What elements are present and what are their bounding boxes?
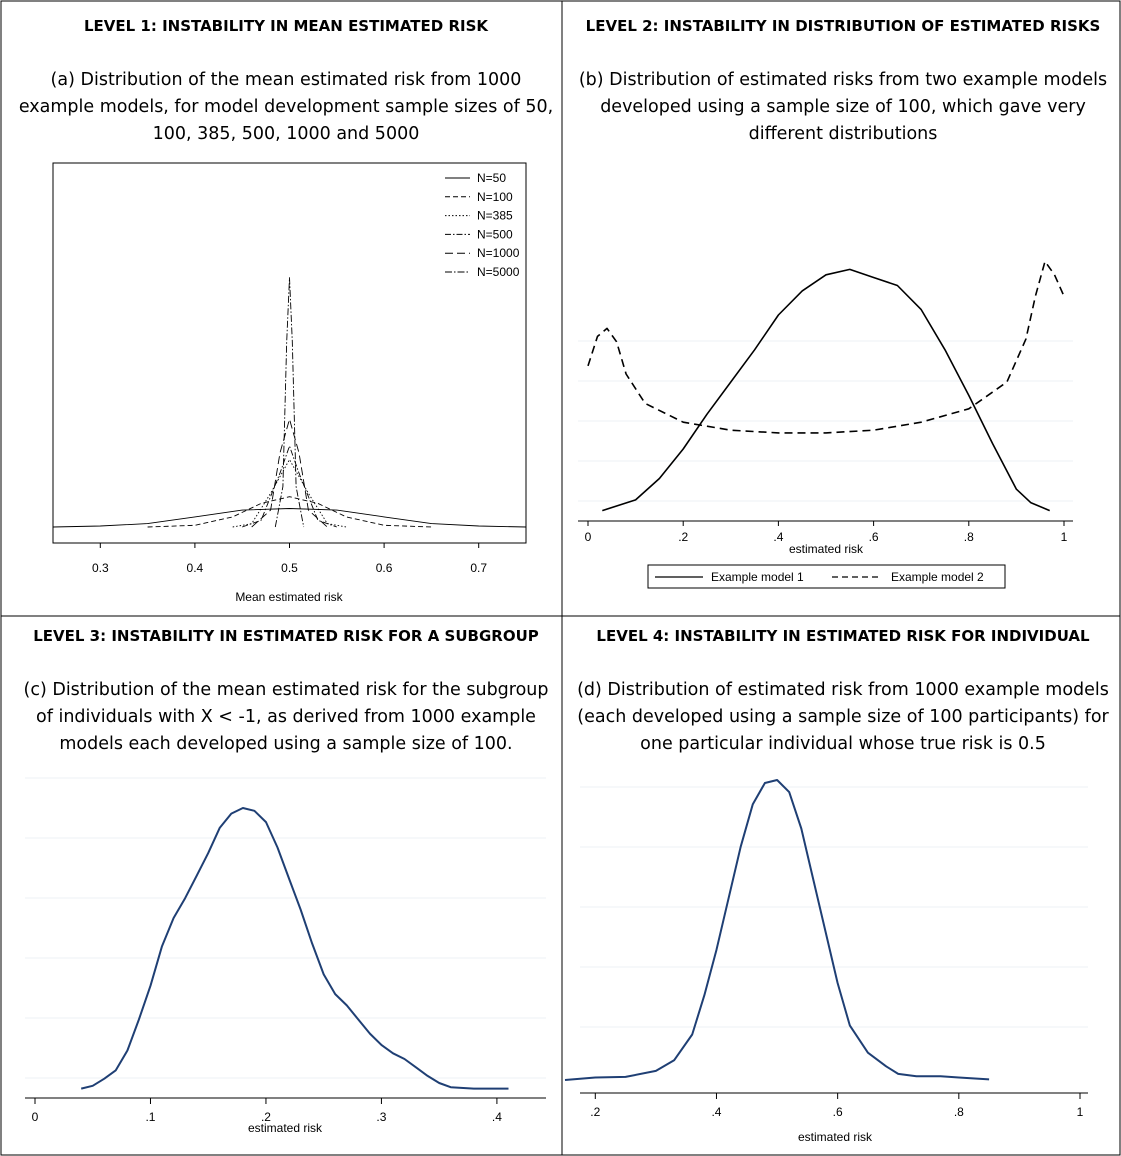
panel-a: LEVEL 1: INSTABILITY IN MEAN ESTIMATED R… [19, 17, 553, 604]
panel-d-x-tick-label: 1 [1077, 1105, 1084, 1119]
panel-d-x-axis-label: estimated risk [798, 1130, 873, 1144]
panel-b-legend-label: Example model 2 [891, 570, 984, 584]
panel-a-x-tick-label: 0.4 [187, 561, 204, 575]
panel-b-x-tick-label: .6 [869, 530, 879, 544]
panel-b-x-tick-label: .8 [964, 530, 974, 544]
panel-b-series-line-2 [587, 260, 1065, 434]
panel-a-title: LEVEL 1: INSTABILITY IN MEAN ESTIMATED R… [84, 17, 489, 35]
panel-a-x-tick-label: 0.3 [92, 561, 109, 575]
panel-b-legend-label: Example model 1 [711, 570, 804, 584]
panel-a-caption-line-1: (a) Distribution of the mean estimated r… [51, 70, 522, 90]
panel-d: LEVEL 4: INSTABILITY IN ESTIMATED RISK F… [564, 627, 1110, 1144]
panel-c-chart: 0 .1 .2 .3 .4 [25, 777, 546, 1124]
panel-d-x-tick-label: .4 [711, 1105, 721, 1119]
panel-a-caption-line-2: example models, for model development sa… [19, 97, 553, 117]
panel-c-caption-line-1: (c) Distribution of the mean estimated r… [24, 680, 549, 700]
panel-b-x-tick-label: 0 [585, 530, 592, 544]
panel-b-legend-box [647, 564, 1006, 589]
panel-a-x-tick-label: 0.7 [470, 561, 487, 575]
panel-c-caption-line-2: of individuals with X < -1, as derived f… [36, 707, 536, 727]
panel-d-caption-line-1: (d) Distribution of estimated risk from … [577, 680, 1109, 700]
panel-d-title: LEVEL 4: INSTABILITY IN ESTIMATED RISK F… [596, 627, 1090, 645]
panel-a-series-line-1 [52, 508, 527, 528]
panel-c-x-tick-label: .2 [261, 1110, 271, 1124]
panel-c-x-tick-label: .4 [492, 1110, 502, 1124]
panel-b-title: LEVEL 2: INSTABILITY IN DISTRIBUTION OF … [586, 17, 1101, 35]
panel-b-caption-line-2: developed using a sample size of 100, wh… [600, 97, 1086, 117]
panel-a-legend-label: N=1000 [477, 246, 520, 260]
panel-d-x-tick-label: .6 [833, 1105, 843, 1119]
panel-a-series-line-6 [274, 277, 305, 528]
panel-d-x-tick-label: .8 [954, 1105, 964, 1119]
panel-a-x-tick-label: 0.6 [376, 561, 393, 575]
panel-c-x-tick-label: 0 [32, 1110, 39, 1124]
panel-a-series-line-2 [147, 496, 432, 528]
panel-c-title: LEVEL 3: INSTABILITY IN ESTIMATED RISK F… [33, 627, 539, 645]
panel-a-legend-label: N=100 [477, 190, 513, 204]
panel-d-series-line-1 [564, 779, 990, 1081]
panel-d-caption-line-2: (each developed using a sample size of 1… [577, 707, 1109, 727]
panel-d-chart: .2 .4 .6 .8 1 [564, 779, 1088, 1119]
panel-c-caption-line-3: models each developed using a sample siz… [59, 734, 512, 754]
panel-b-caption-line-3: different distributions [749, 124, 938, 144]
panel-c-x-tick-label: .3 [376, 1110, 386, 1124]
panel-d-caption-line-3: one particular individual whose true ris… [640, 734, 1046, 754]
panel-a-plot-frame [52, 162, 527, 544]
panel-b-x-tick-label: .2 [678, 530, 688, 544]
panel-a-chart: 0.3 0.4 0.5 0.6 0.7 N=50 N=100 N=385 N=500 N=1000… [52, 171, 527, 575]
panel-b-series-line-1 [602, 268, 1051, 512]
panel-a-legend-label: N=500 [477, 227, 513, 241]
panel-b-x-tick-label: 1 [1061, 530, 1068, 544]
panel-a-series-line-4 [242, 445, 337, 528]
panel-a-series-line-3 [232, 459, 347, 528]
panel-b-chart: 0 .2 .4 .6 .8 1 Example model 1 Example model 2 [578, 260, 1073, 589]
panel-a-series-line-5 [251, 418, 328, 528]
panel-c: LEVEL 3: INSTABILITY IN ESTIMATED RISK F… [24, 627, 549, 1135]
panel-c-x-axis-label: estimated risk [248, 1121, 323, 1135]
panel-c-series-line-1 [80, 807, 509, 1090]
panel-a-legend-label: N=50 [477, 171, 506, 185]
panel-a-caption-line-3: 100, 385, 500, 1000 and 5000 [153, 124, 420, 144]
panel-b-x-tick-label: .4 [773, 530, 783, 544]
panel-a-legend-label: N=5000 [477, 265, 520, 279]
panel-b-x-axis-label: estimated risk [789, 542, 864, 556]
panel-a-x-tick-label: 0.5 [281, 561, 298, 575]
panel-b: LEVEL 2: INSTABILITY IN DISTRIBUTION OF … [578, 17, 1107, 589]
panel-c-x-tick-label: .1 [145, 1110, 155, 1124]
panel-b-caption-line-1: (b) Distribution of estimated risks from… [579, 70, 1107, 90]
panel-d-x-tick-label: .2 [590, 1105, 600, 1119]
panel-a-legend-label: N=385 [477, 209, 513, 223]
panel-a-x-axis-label: Mean estimated risk [235, 590, 343, 604]
